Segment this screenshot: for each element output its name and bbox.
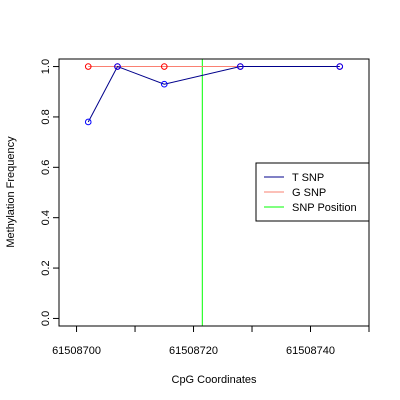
- t-snp-point: [114, 63, 121, 70]
- t-snp-point: [336, 63, 344, 70]
- x-tick-label: 61508720: [169, 345, 218, 357]
- series-layer: [84, 63, 344, 126]
- g-snp-point: [84, 63, 92, 70]
- legend-label-snp-position: SNP Position: [292, 202, 357, 214]
- y-tick-label: 0.2: [40, 260, 52, 275]
- x-axis: 61508700 61508720 61508740: [52, 326, 370, 357]
- t-snp-line: [87, 65, 340, 123]
- x-tick-label: 61508700: [52, 345, 101, 357]
- y-tick-label: 0.0: [40, 311, 52, 326]
- t-snp-point: [237, 63, 244, 70]
- y-tick-label: 0.6: [40, 160, 52, 175]
- legend-label-g-snp: G SNP: [292, 187, 326, 199]
- y-tick-label: 0.4: [40, 210, 52, 225]
- t-snp-point: [160, 80, 168, 88]
- g-snp-point: [160, 63, 168, 70]
- x-tick-label: 61508740: [286, 345, 335, 357]
- y-axis: 0.0 0.2 0.4 0.6 0.8 1.0: [40, 59, 59, 326]
- legend: T SNP G SNP SNP Position: [255, 162, 370, 222]
- y-tick-label: 0.8: [40, 109, 52, 124]
- y-tick-label: 1.0: [40, 59, 52, 74]
- legend-label-t-snp: T SNP: [292, 172, 324, 184]
- x-axis-title: CpG Coordinates: [172, 374, 257, 386]
- y-axis-title: Methylation Frequency: [5, 136, 17, 248]
- t-snp-point: [84, 118, 92, 126]
